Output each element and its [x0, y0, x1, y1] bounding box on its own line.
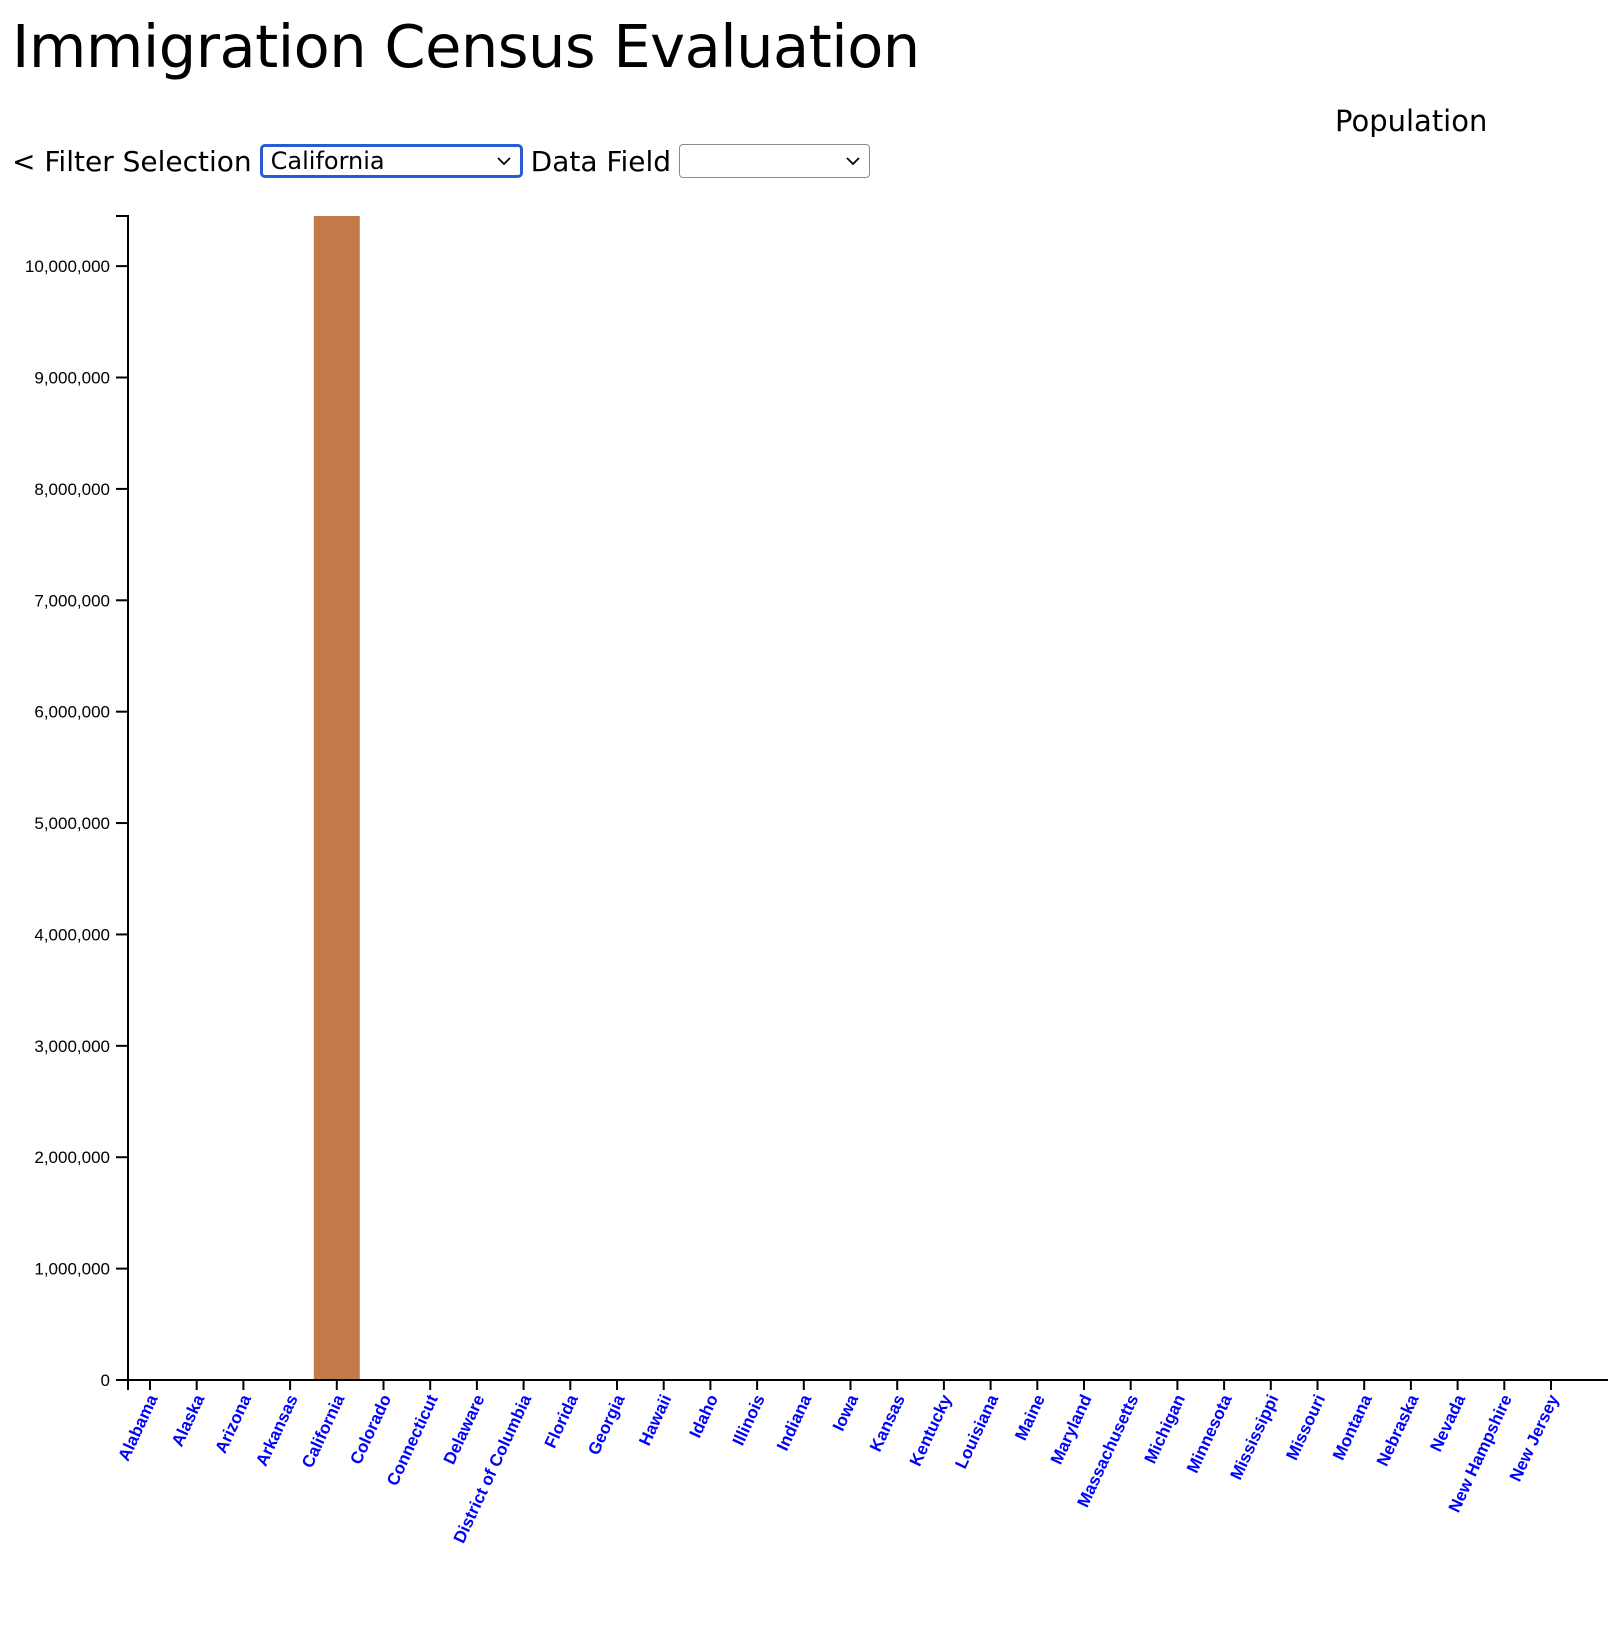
- series-caption: Population: [1335, 104, 1488, 138]
- y-tick-label: 1,000,000: [34, 1260, 110, 1279]
- x-tick-label: Kansas: [866, 1392, 909, 1455]
- x-tick-label: New Jersey: [1506, 1391, 1563, 1484]
- x-tick-label: Maryland: [1047, 1392, 1096, 1468]
- y-tick-label: 10,000,000: [25, 257, 110, 276]
- data-field-label: Data Field: [530, 144, 672, 178]
- x-tick-label: Alabama: [114, 1391, 161, 1464]
- x-tick-label: Nevada: [1426, 1391, 1469, 1454]
- state-select[interactable]: California: [259, 144, 523, 178]
- x-tick-label: Hawaii: [635, 1392, 675, 1449]
- y-tick-label: 6,000,000: [34, 703, 110, 722]
- x-tick-label: Delaware: [440, 1392, 489, 1468]
- data-field-select[interactable]: [679, 144, 871, 178]
- y-tick-label: 5,000,000: [34, 814, 110, 833]
- filter-selection-label[interactable]: < Filter Selection: [12, 144, 252, 178]
- x-axis-line: [127, 1379, 1608, 1390]
- y-tick-label: 3,000,000: [34, 1037, 110, 1056]
- y-tick-label: 2,000,000: [34, 1148, 110, 1167]
- x-tick-label: Idaho: [686, 1392, 722, 1441]
- x-tick-label: Maine: [1011, 1392, 1049, 1444]
- page-title: Immigration Census Evaluation: [12, 12, 920, 81]
- x-tick-label: Illinois: [729, 1392, 769, 1449]
- chevron-down-icon: [497, 157, 511, 166]
- x-tick-label: Minnesota: [1183, 1391, 1236, 1476]
- filter-controls: < Filter Selection California Data Field: [12, 143, 871, 179]
- x-tick-label: Kentucky: [906, 1391, 956, 1469]
- x-tick-label: Colorado: [346, 1392, 395, 1468]
- bar: [313, 216, 360, 1380]
- state-select-value: California: [270, 147, 385, 175]
- y-axis-line: [116, 215, 129, 1381]
- x-tick-label: Georgia: [584, 1391, 629, 1458]
- x-tick-label: Iowa: [829, 1391, 862, 1434]
- x-tick-label: Alaska: [168, 1391, 209, 1449]
- x-tick-label: Louisiana: [951, 1391, 1002, 1471]
- x-tick-label: Arizona: [211, 1391, 255, 1456]
- x-tick-label: California: [298, 1391, 349, 1471]
- chevron-down-icon: [846, 157, 860, 166]
- y-tick-label: 4,000,000: [34, 925, 110, 944]
- x-tick-label: Nebraska: [1373, 1391, 1423, 1469]
- y-tick-label: 7,000,000: [34, 591, 110, 610]
- x-tick-label: Missouri: [1282, 1392, 1329, 1463]
- x-tick-label: Montana: [1329, 1391, 1376, 1463]
- x-tick-label: Michigan: [1141, 1392, 1189, 1467]
- x-tick-label: Florida: [541, 1391, 582, 1451]
- x-tick-label: Indiana: [773, 1391, 816, 1453]
- x-tick-label: Mississippi: [1226, 1392, 1282, 1483]
- y-tick-label: 0: [101, 1371, 110, 1390]
- y-tick-label: 9,000,000: [34, 369, 110, 388]
- y-tick-label: 8,000,000: [34, 480, 110, 499]
- x-tick-label: Arkansas: [252, 1392, 302, 1469]
